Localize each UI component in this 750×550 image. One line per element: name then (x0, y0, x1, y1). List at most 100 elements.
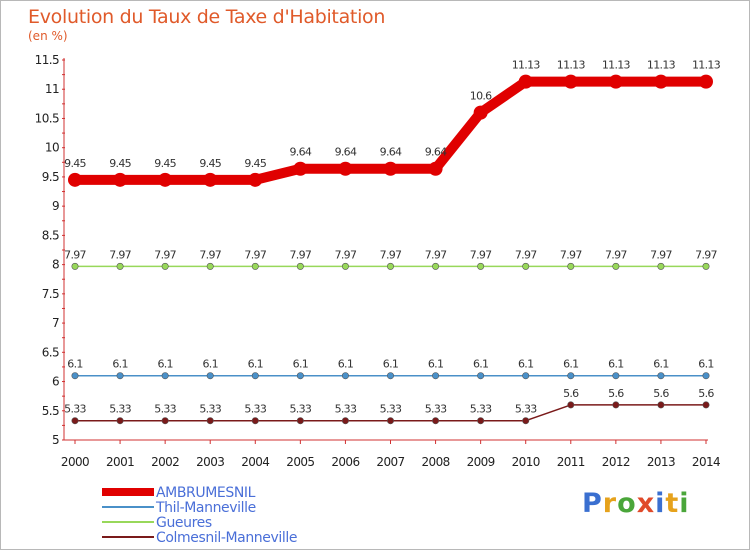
data-label-ambrumesnil: 9.45 (244, 157, 266, 170)
data-point-thil-manneville (161, 372, 169, 380)
data-label-ambrumesnil: 9.45 (199, 157, 221, 170)
data-label-gueures: 7.97 (650, 248, 672, 261)
data-label-gueures: 7.97 (335, 248, 357, 261)
data-label-gueures: 7.97 (560, 248, 582, 261)
data-label-thil-manneville: 6.1 (473, 358, 488, 371)
data-point-thil-manneville (702, 372, 710, 380)
y-tick-label: 11.5 (35, 53, 59, 67)
x-tick-label: 2008 (422, 455, 450, 469)
data-point-ambrumesnil (248, 172, 263, 187)
y-tick-label: 7.5 (42, 287, 59, 301)
legend-swatch (102, 506, 154, 508)
data-point-colmesnil-manneville (251, 417, 259, 425)
data-label-gueures: 7.97 (244, 248, 266, 261)
data-point-ambrumesnil (563, 74, 578, 89)
data-point-gueures (567, 262, 575, 270)
proxiti-logo: Proxiti (582, 488, 690, 519)
data-label-gueures: 7.97 (515, 248, 537, 261)
data-label-colmesnil-manneville: 5.33 (290, 403, 312, 416)
legend-swatch (102, 521, 154, 523)
logo-letter: i (679, 488, 690, 519)
data-point-ambrumesnil (428, 161, 443, 176)
data-label-thil-manneville: 6.1 (338, 358, 353, 371)
data-label-gueures: 7.97 (199, 248, 221, 261)
data-label-colmesnil-manneville: 5.6 (698, 387, 714, 400)
data-point-thil-manneville (116, 372, 124, 380)
data-label-ambrumesnil: 9.64 (290, 146, 312, 159)
data-point-colmesnil-manneville (206, 417, 214, 425)
data-label-gueures: 7.97 (605, 248, 627, 261)
y-tick-label: 6.5 (42, 345, 59, 359)
data-label-thil-manneville: 6.1 (248, 358, 263, 371)
y-tick-label: 9.5 (42, 170, 59, 184)
data-point-ambrumesnil (608, 74, 623, 89)
data-point-thil-manneville (612, 372, 620, 380)
data-point-gueures (341, 262, 349, 270)
y-tick-label: 10 (45, 141, 59, 155)
data-point-ambrumesnil (473, 105, 488, 120)
data-label-gueures: 7.97 (290, 248, 312, 261)
x-tick-label: 2010 (512, 455, 540, 469)
logo-letter: P (582, 488, 603, 519)
data-label-ambrumesnil: 9.45 (64, 157, 86, 170)
data-point-thil-manneville (251, 372, 259, 380)
data-label-thil-manneville: 6.1 (203, 358, 218, 371)
logo-letter: x (636, 488, 656, 519)
data-label-gueures: 7.97 (695, 248, 717, 261)
x-tick-label: 2002 (151, 455, 179, 469)
data-label-colmesnil-manneville: 5.33 (380, 403, 402, 416)
data-point-thil-manneville (477, 372, 485, 380)
data-point-gueures (116, 262, 124, 270)
legend-label: Colmesnil-Manneville (156, 530, 298, 546)
data-point-gueures (296, 262, 304, 270)
data-label-gueures: 7.97 (470, 248, 492, 261)
legend-swatch (102, 536, 154, 538)
data-label-ambrumesnil: 9.64 (335, 146, 357, 159)
data-point-colmesnil-manneville (71, 417, 79, 425)
chart-subtitle: (en %) (28, 29, 68, 43)
data-label-colmesnil-manneville: 5.33 (109, 403, 131, 416)
data-labels: 5.33 5.33 5.33 5.33 5.33 5.33 5.33 5.33 5.33 5.33… (64, 59, 721, 416)
data-label-thil-manneville: 6.1 (698, 358, 713, 371)
data-label-colmesnil-manneville: 5.33 (515, 403, 537, 416)
data-point-gueures (71, 262, 79, 270)
data-label-ambrumesnil: 9.64 (380, 146, 402, 159)
data-label-thil-manneville: 6.1 (608, 358, 623, 371)
data-label-colmesnil-manneville: 5.33 (335, 403, 357, 416)
y-tick-label: 8.5 (42, 228, 59, 242)
data-point-colmesnil-manneville (477, 417, 485, 425)
axes: 5 5.5 6 6.5 7 7.5 8 8.5 9 9.5 10 10.5 11 11.5 2000 2001… (35, 53, 721, 469)
data-point-thil-manneville (386, 372, 394, 380)
data-point-colmesnil-manneville (386, 417, 394, 425)
data-point-thil-manneville (432, 372, 440, 380)
data-label-gueures: 7.97 (109, 248, 131, 261)
data-label-thil-manneville: 6.1 (112, 358, 127, 371)
data-point-ambrumesnil (338, 161, 353, 176)
data-point-thil-manneville (206, 372, 214, 380)
data-point-colmesnil-manneville (702, 401, 710, 409)
legend-label: Gueures (156, 515, 212, 531)
data-point-gueures (432, 262, 440, 270)
x-tick-label: 2007 (376, 455, 404, 469)
y-tick-label: 11 (45, 82, 59, 96)
logo-letter: r (602, 488, 618, 519)
y-tick-label: 9 (52, 199, 59, 213)
data-point-ambrumesnil (158, 172, 173, 187)
data-point-gueures (251, 262, 259, 270)
data-point-thil-manneville (71, 372, 79, 380)
data-label-colmesnil-manneville: 5.33 (425, 403, 447, 416)
data-label-thil-manneville: 6.1 (383, 358, 398, 371)
data-label-ambrumesnil: 9.64 (425, 146, 447, 159)
data-point-gueures (386, 262, 394, 270)
data-label-colmesnil-manneville: 5.6 (563, 387, 579, 400)
x-tick-label: 2003 (196, 455, 224, 469)
data-point-ambrumesnil (113, 172, 128, 187)
data-point-colmesnil-manneville (432, 417, 440, 425)
data-label-ambrumesnil: 11.13 (557, 59, 586, 72)
data-label-colmesnil-manneville: 5.6 (653, 387, 669, 400)
x-tick-label: 2009 (467, 455, 495, 469)
data-label-thil-manneville: 6.1 (518, 358, 533, 371)
data-point-thil-manneville (341, 372, 349, 380)
